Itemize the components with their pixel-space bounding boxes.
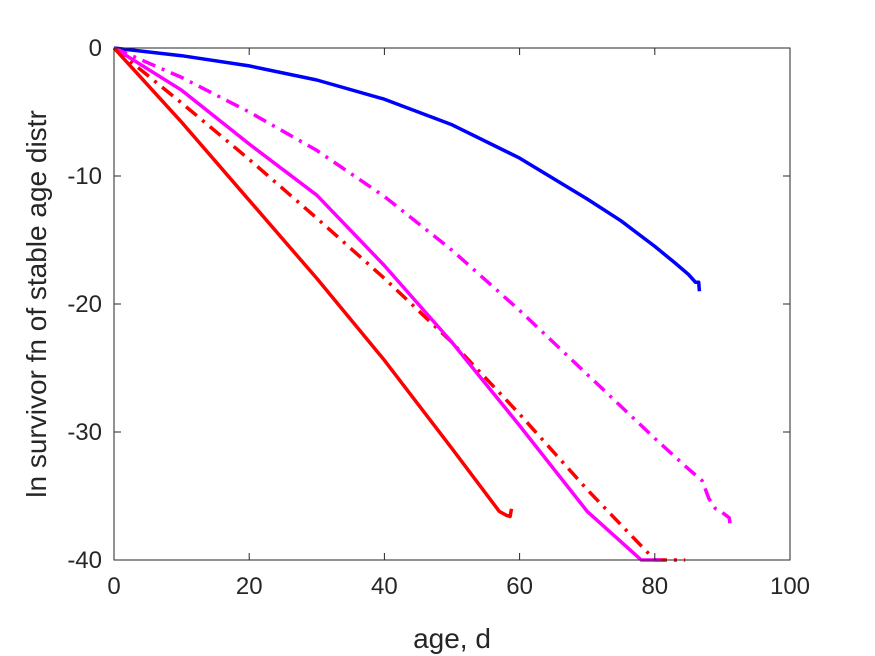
x-tick-label: 40 bbox=[371, 573, 398, 600]
plot-frame bbox=[113, 47, 791, 561]
y-tick-label: -30 bbox=[67, 419, 102, 446]
x-tick-label: 20 bbox=[236, 573, 263, 600]
x-tick-label: 80 bbox=[641, 573, 668, 600]
series-line-5 bbox=[112, 46, 514, 519]
y-tick-label: 0 bbox=[89, 35, 102, 62]
y-tick-label: -20 bbox=[67, 291, 102, 318]
x-tick-label: 100 bbox=[770, 573, 810, 600]
y-axis-label: ln survivor fn of stable age distr bbox=[21, 110, 52, 498]
ticks-layer: 0 20 40 60 80 100 0 -10 -20 -30 -40 bbox=[67, 35, 810, 600]
series-line-3 bbox=[112, 46, 686, 562]
series-line-1 bbox=[113, 46, 702, 292]
plot-area bbox=[114, 48, 790, 560]
y-tick-label: -40 bbox=[67, 547, 102, 574]
x-tick-label: 60 bbox=[506, 573, 533, 600]
y-tick-label: -10 bbox=[67, 163, 102, 190]
series-line-2 bbox=[113, 46, 733, 527]
x-axis-label: age, d bbox=[413, 623, 491, 654]
x-tick-label: 0 bbox=[107, 573, 120, 600]
